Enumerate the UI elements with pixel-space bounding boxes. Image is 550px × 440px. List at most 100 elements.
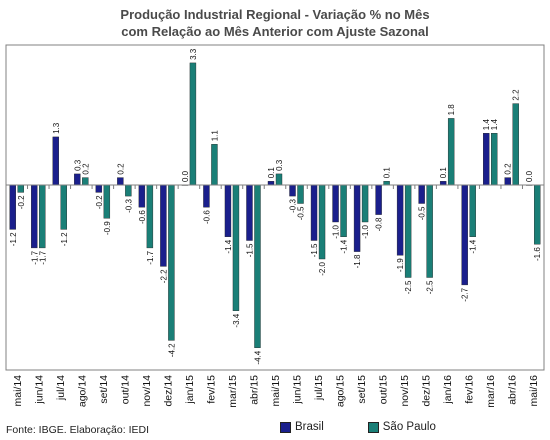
data-label: -1.7 <box>38 250 47 264</box>
data-label: 3.3 <box>189 48 198 60</box>
data-label: -2.7 <box>461 287 470 301</box>
data-label: 0.2 <box>504 163 513 175</box>
category-label: jul/15 <box>313 375 325 401</box>
data-label: 1.4 <box>482 119 491 131</box>
data-label: -0.9 <box>103 221 112 235</box>
legend-label-brasil: Brasil <box>295 421 324 433</box>
bar-sao-paulo <box>39 184 46 249</box>
data-label: -0.8 <box>375 217 384 231</box>
bar-sao-paulo <box>275 173 283 186</box>
bar-brasil <box>418 184 425 204</box>
category-label: set/15 <box>356 375 368 404</box>
data-label: 0.0 <box>525 170 534 182</box>
category-label: dez/14 <box>162 375 174 407</box>
bar-sao-paulo <box>60 184 67 230</box>
data-label: -1.0 <box>361 224 370 238</box>
bar-sao-paulo <box>361 184 369 223</box>
category-label: jun/14 <box>33 375 45 405</box>
category-label: mar/16 <box>485 375 497 408</box>
bar-brasil <box>353 184 361 252</box>
bar-sao-paulo <box>534 184 541 245</box>
bar-sao-paulo <box>340 184 347 237</box>
data-label: 1.8 <box>447 104 456 116</box>
bar-sao-paulo <box>297 184 304 204</box>
data-label: -1.4 <box>224 239 233 253</box>
bar-sao-paulo <box>103 184 111 219</box>
bar-sao-paulo <box>469 184 476 237</box>
bar-sao-paulo <box>318 184 326 260</box>
plot-area-border <box>5 44 545 371</box>
category-label: fev/15 <box>205 375 217 404</box>
bar-brasil <box>396 184 404 256</box>
category-label: nov/15 <box>399 375 411 407</box>
bar-brasil <box>246 184 253 241</box>
data-label: -3.4 <box>232 313 241 327</box>
data-label: -0.6 <box>202 210 211 224</box>
category-label: jan/15 <box>184 375 196 405</box>
category-label: abr/16 <box>507 375 519 405</box>
bar-brasil <box>117 177 124 186</box>
bars-layer <box>9 62 541 349</box>
data-label: -1.9 <box>396 258 405 272</box>
data-label: -1.4 <box>340 239 349 253</box>
bar-sao-paulo <box>146 184 154 249</box>
data-label: -4.4 <box>253 350 262 364</box>
bar-sao-paulo <box>189 62 197 186</box>
data-label: 0.0 <box>181 170 190 182</box>
bar-brasil <box>267 181 275 186</box>
category-label: out/14 <box>119 375 131 404</box>
bar-brasil <box>332 184 339 223</box>
category-label: set/14 <box>98 375 110 404</box>
bar-sao-paulo <box>491 132 498 186</box>
bar-sao-paulo <box>383 181 390 186</box>
bar-brasil <box>439 181 447 186</box>
data-label: 1.4 <box>490 119 499 131</box>
bar-brasil <box>375 184 382 215</box>
bar-sao-paulo <box>82 177 89 186</box>
category-label: mar/15 <box>227 375 239 408</box>
data-label: 0.1 <box>439 167 448 179</box>
source-note: Fonte: IBGE. Elaboração: IEDI <box>6 424 149 436</box>
data-label: -4.2 <box>167 343 176 357</box>
bar-brasil <box>52 136 59 186</box>
category-label: mai/16 <box>528 375 540 407</box>
legend: Brasil São Paulo <box>280 421 436 433</box>
data-label: -1.2 <box>9 232 18 246</box>
data-labels-layer: -1.2-0.2-1.7 -1.71.3-1.20.3 0.2-0.2-0.90.2… <box>9 48 542 364</box>
bar-sao-paulo <box>125 184 132 197</box>
data-label: 0.1 <box>383 167 392 179</box>
chart-title-line-1: Produção Industrial Regional - Variação … <box>120 7 430 22</box>
bar-sao-paulo <box>426 184 433 278</box>
category-label: dez/15 <box>421 375 433 407</box>
category-label: abr/15 <box>248 375 260 405</box>
data-label: -1.2 <box>60 232 69 246</box>
data-label: -0.5 <box>418 206 427 220</box>
data-label: 0.1 <box>267 167 276 179</box>
bar-sao-paulo <box>512 103 519 186</box>
bar-sao-paulo <box>404 184 412 278</box>
data-label: -2.2 <box>159 269 168 283</box>
legend-label-sao-paulo: São Paulo <box>382 421 436 433</box>
data-label: -2.0 <box>318 261 327 275</box>
category-label: ago/15 <box>335 375 347 407</box>
legend-item-sao-paulo: São Paulo <box>367 421 436 433</box>
data-label: 0.3 <box>275 159 284 171</box>
data-label: -2.5 <box>404 280 413 294</box>
data-label: -1.8 <box>353 254 362 268</box>
data-label: 0.3 <box>73 159 82 171</box>
data-label: -0.3 <box>289 199 298 213</box>
category-label: out/15 <box>378 375 390 404</box>
category-label: jun/15 <box>292 375 304 405</box>
data-label: -1.5 <box>310 243 319 257</box>
category-label: fev/16 <box>464 375 476 404</box>
data-label: -0.6 <box>138 210 147 224</box>
chart-title: Produção Industrial Regional - Variação … <box>0 6 550 40</box>
bar-brasil <box>224 184 232 237</box>
data-label: -1.7 <box>30 250 39 264</box>
category-label: mai/14 <box>12 375 24 407</box>
data-label: -1.6 <box>533 247 542 261</box>
bar-brasil <box>483 132 490 186</box>
x-axis-ticks <box>5 185 523 189</box>
data-label: 1.3 <box>52 122 61 134</box>
